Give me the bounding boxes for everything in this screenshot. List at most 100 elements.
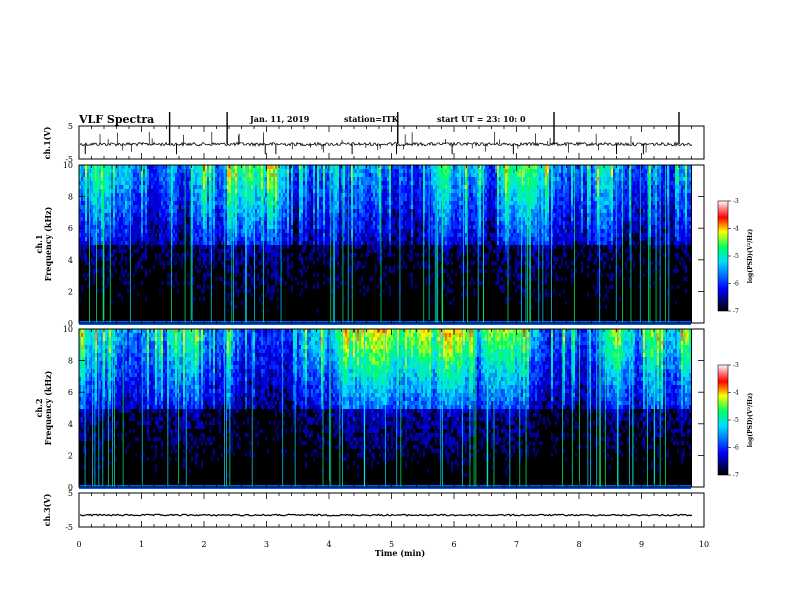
ch1-spectrogram-psd-cell	[99, 229, 101, 233]
ch1-spectrogram-psd-cell	[237, 201, 239, 205]
ch1-spectrogram-psd-cell	[273, 189, 275, 193]
ch1-spectrogram-psd-cell	[413, 189, 415, 193]
ch1-spectrogram-psd-cell	[327, 245, 329, 249]
ch1-spectrogram-psd-cell	[459, 217, 461, 221]
ch1-spectrogram-psd-cell	[233, 281, 235, 285]
ch1-spectrogram-psd-cell	[121, 273, 123, 277]
ch1-spectrogram-psd-cell	[133, 181, 135, 185]
ch1-spectrogram-psd-cell	[253, 189, 255, 193]
ch1-spectrogram-psd-cell	[417, 197, 419, 201]
ch1-spectrogram-psd-cell	[237, 289, 239, 293]
ch1-spectrogram-psd-cell	[195, 165, 197, 169]
ch1-spectrogram-psd-cell	[85, 217, 87, 221]
ch1-spectrogram-psd-cell	[183, 177, 185, 181]
ch1-spectrogram-psd-cell	[397, 221, 399, 225]
ch1-spectrogram-psd-cell	[213, 197, 215, 201]
ch1-spectrogram-psd-cell	[83, 225, 85, 229]
ch1-spectrogram-psd-cell	[321, 201, 323, 205]
ch1-spectrogram-psd-cell	[275, 233, 277, 237]
ch1-spectrogram-psd-cell	[325, 189, 327, 193]
ch1-spectrogram-psd-cell	[165, 213, 167, 217]
ch1-spectrogram-psd-cell	[223, 209, 225, 213]
ch1-spectrogram-psd-cell	[245, 217, 247, 221]
ch1-spectrogram-psd-cell	[145, 245, 147, 249]
ch1-spectrogram-psd-cell	[401, 221, 403, 225]
ch1-spectrogram-psd-cell	[335, 221, 337, 225]
ch1-spectrogram-psd-cell	[177, 169, 179, 173]
ch1-spectrogram-psd-cell	[445, 221, 447, 225]
ch1-spectrogram-psd-cell	[341, 173, 343, 177]
ch1-spectrogram-psd-cell	[213, 253, 215, 257]
ch1-spectrogram-psd-cell	[291, 181, 293, 185]
ch1-spectrogram-psd-cell	[389, 193, 391, 197]
ch1-spectrogram-psd-cell	[287, 165, 289, 169]
ch1-spectrogram-psd-cell	[195, 185, 197, 189]
ch1-spectrogram-psd-cell	[193, 169, 195, 173]
ch1-spectrogram-psd-cell	[371, 173, 373, 177]
ch1-spectrogram-psd-cell	[199, 253, 201, 257]
ch1-spectrogram-psd-cell	[277, 193, 279, 197]
ch1-spectrogram-psd-cell	[239, 193, 241, 197]
ch1-spectrogram-psd-cell	[447, 253, 449, 257]
ch1-spectrogram-psd-cell	[93, 261, 95, 265]
ch1-spectrogram-psd-cell	[105, 285, 107, 289]
ch1-spectrogram-psd-cell	[355, 241, 357, 245]
ch1-spectrogram-psd-cell	[291, 189, 293, 193]
ch1-spectrogram-psd-cell	[359, 181, 361, 185]
ch1-spectrogram-psd-cell	[341, 205, 343, 209]
ch1-spectrogram-psd-cell	[137, 173, 139, 177]
ch1-spectrogram-psd-cell	[237, 293, 239, 297]
ch1-spectrogram-psd-cell	[297, 241, 299, 245]
ch1-spectrogram-psd-cell	[445, 241, 447, 245]
ch1-spectrogram-psd-cell	[159, 197, 161, 201]
ch1-spectrogram-psd-cell	[235, 289, 237, 293]
ch1-spectrogram-psd-cell	[223, 225, 225, 229]
ch1-spectrogram-psd-cell	[415, 209, 417, 213]
ch1-spectrogram-psd-cell	[117, 201, 119, 205]
ch1-spectrogram-psd-cell	[355, 193, 357, 197]
ch1-spectrogram-psd-cell	[263, 241, 265, 245]
ch1-spectrogram-psd-cell	[209, 165, 211, 169]
ch1-spectrogram-psd-cell	[283, 217, 285, 221]
ch1-spectrogram-psd-cell	[127, 229, 129, 233]
ch1-spectrogram-psd-cell	[99, 221, 101, 225]
ch1-spectrogram-psd-cell	[365, 221, 367, 225]
ch1-spectrogram-psd-cell	[381, 173, 383, 177]
ch1-spectrogram-psd-cell	[107, 233, 109, 237]
ch1-spectrogram-psd-cell	[333, 181, 335, 185]
ch1-spectrogram-psd-cell	[179, 181, 181, 185]
ch1-spectrogram-psd-cell	[393, 181, 395, 185]
ch1-spectrogram-psd-cell	[271, 209, 273, 213]
ch1-spectrogram-psd-cell	[163, 241, 165, 245]
ch1-spectrogram-psd-cell	[135, 209, 137, 213]
ch1-spectrogram-psd-cell	[433, 201, 435, 205]
ch1-spectrogram-psd-cell	[405, 189, 407, 193]
ch1-spectrogram-psd-cell	[269, 249, 271, 253]
ch1-spectrogram-psd-cell	[199, 209, 201, 213]
ch1-spectrogram-psd-cell	[285, 201, 287, 205]
ch1-spectrogram-psd-cell	[445, 293, 447, 297]
ch1-spectrogram-psd-cell	[457, 197, 459, 201]
ch1-spectrogram-psd-cell	[233, 233, 235, 237]
ch1-spectrogram-psd-cell	[365, 261, 367, 265]
ch1-spectrogram-psd-cell	[113, 229, 115, 233]
ch1-spectrogram-psd-cell	[177, 189, 179, 193]
ch1-spectrogram-psd-cell	[197, 221, 199, 225]
ch1-spectrogram-psd-cell	[323, 181, 325, 185]
ch1-spectrogram-psd-cell	[87, 213, 89, 217]
ch1-spectrogram-psd-cell	[465, 229, 467, 233]
ch1-spectrogram-psd-cell	[155, 165, 157, 169]
ch1-spectrogram-psd-cell	[415, 285, 417, 289]
ch1-spectrogram-psd-cell	[283, 209, 285, 213]
ch1-spectrogram-psd-cell	[193, 253, 195, 257]
ch1-spectrogram-psd-cell	[169, 257, 171, 261]
ch1-spectrogram-psd-cell	[161, 245, 163, 249]
ch1-spectrogram-psd-cell	[81, 185, 83, 189]
ch1-spectrogram-psd-cell	[407, 241, 409, 245]
ch1-spectrogram-psd-cell	[95, 181, 97, 185]
ch1-spectrogram-psd-cell	[327, 233, 329, 237]
ch1-spectrogram-psd-cell	[421, 221, 423, 225]
ch1-spectrogram-psd-cell	[267, 165, 269, 169]
ch1-spectrogram-psd-cell	[101, 201, 103, 205]
ch1-spectrogram-psd-cell	[299, 209, 301, 213]
